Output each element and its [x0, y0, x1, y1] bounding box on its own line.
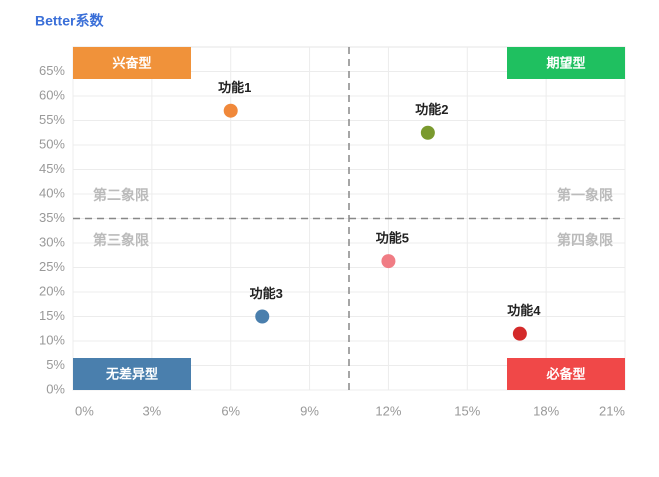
quadrant-label: 第四象限 — [557, 232, 613, 248]
y-tick-label: 60% — [39, 87, 65, 102]
x-tick-label: 0% — [75, 403, 94, 418]
quadrant-label: 第一象限 — [557, 187, 613, 203]
y-tick-label: 15% — [39, 308, 65, 323]
corner-box-label: 期望型 — [546, 55, 585, 70]
y-tick-label: 0% — [46, 381, 65, 396]
corner-box — [73, 47, 191, 79]
y-tick-label: 5% — [46, 357, 65, 372]
point — [255, 309, 270, 324]
point — [512, 326, 527, 341]
y-tick-label: 40% — [39, 185, 65, 200]
point — [381, 254, 396, 269]
chart-title: Better系数 — [35, 13, 104, 29]
x-tick-label: 6% — [221, 403, 240, 418]
corner-box-label: 兴奋型 — [112, 55, 151, 70]
point-label: 功能5 — [376, 231, 409, 246]
y-tick-label: 55% — [39, 112, 65, 127]
corner-box-label: 无差异型 — [105, 366, 158, 381]
y-tick-label: 30% — [39, 234, 65, 249]
point-label: 功能2 — [415, 102, 448, 117]
quadrant-label: 第三象限 — [93, 232, 149, 248]
x-tick-label: 15% — [454, 403, 480, 418]
corner-box — [507, 47, 625, 79]
point — [223, 103, 238, 118]
corner-box-label: 必备型 — [545, 366, 585, 381]
y-tick-label: 20% — [39, 283, 65, 298]
y-tick-label: 45% — [39, 161, 65, 176]
y-tick-label: 25% — [39, 259, 65, 274]
point-label: 功能4 — [507, 303, 541, 318]
point-label: 功能3 — [250, 286, 283, 301]
quadrant-label: 第二象限 — [93, 187, 149, 203]
corner-box — [73, 358, 191, 390]
x-tick-label: 3% — [142, 403, 161, 418]
y-tick-label: 10% — [39, 332, 65, 347]
point-label: 功能1 — [218, 80, 251, 95]
x-tick-label: 21% — [599, 403, 625, 418]
x-tick-label: 9% — [300, 403, 319, 418]
x-tick-label: 12% — [375, 403, 401, 418]
y-tick-label: 50% — [39, 136, 65, 151]
point — [420, 125, 435, 140]
y-tick-label: 35% — [39, 210, 65, 225]
corner-box — [507, 358, 625, 390]
x-tick-label: 18% — [533, 403, 559, 418]
y-tick-label: 65% — [39, 63, 65, 78]
